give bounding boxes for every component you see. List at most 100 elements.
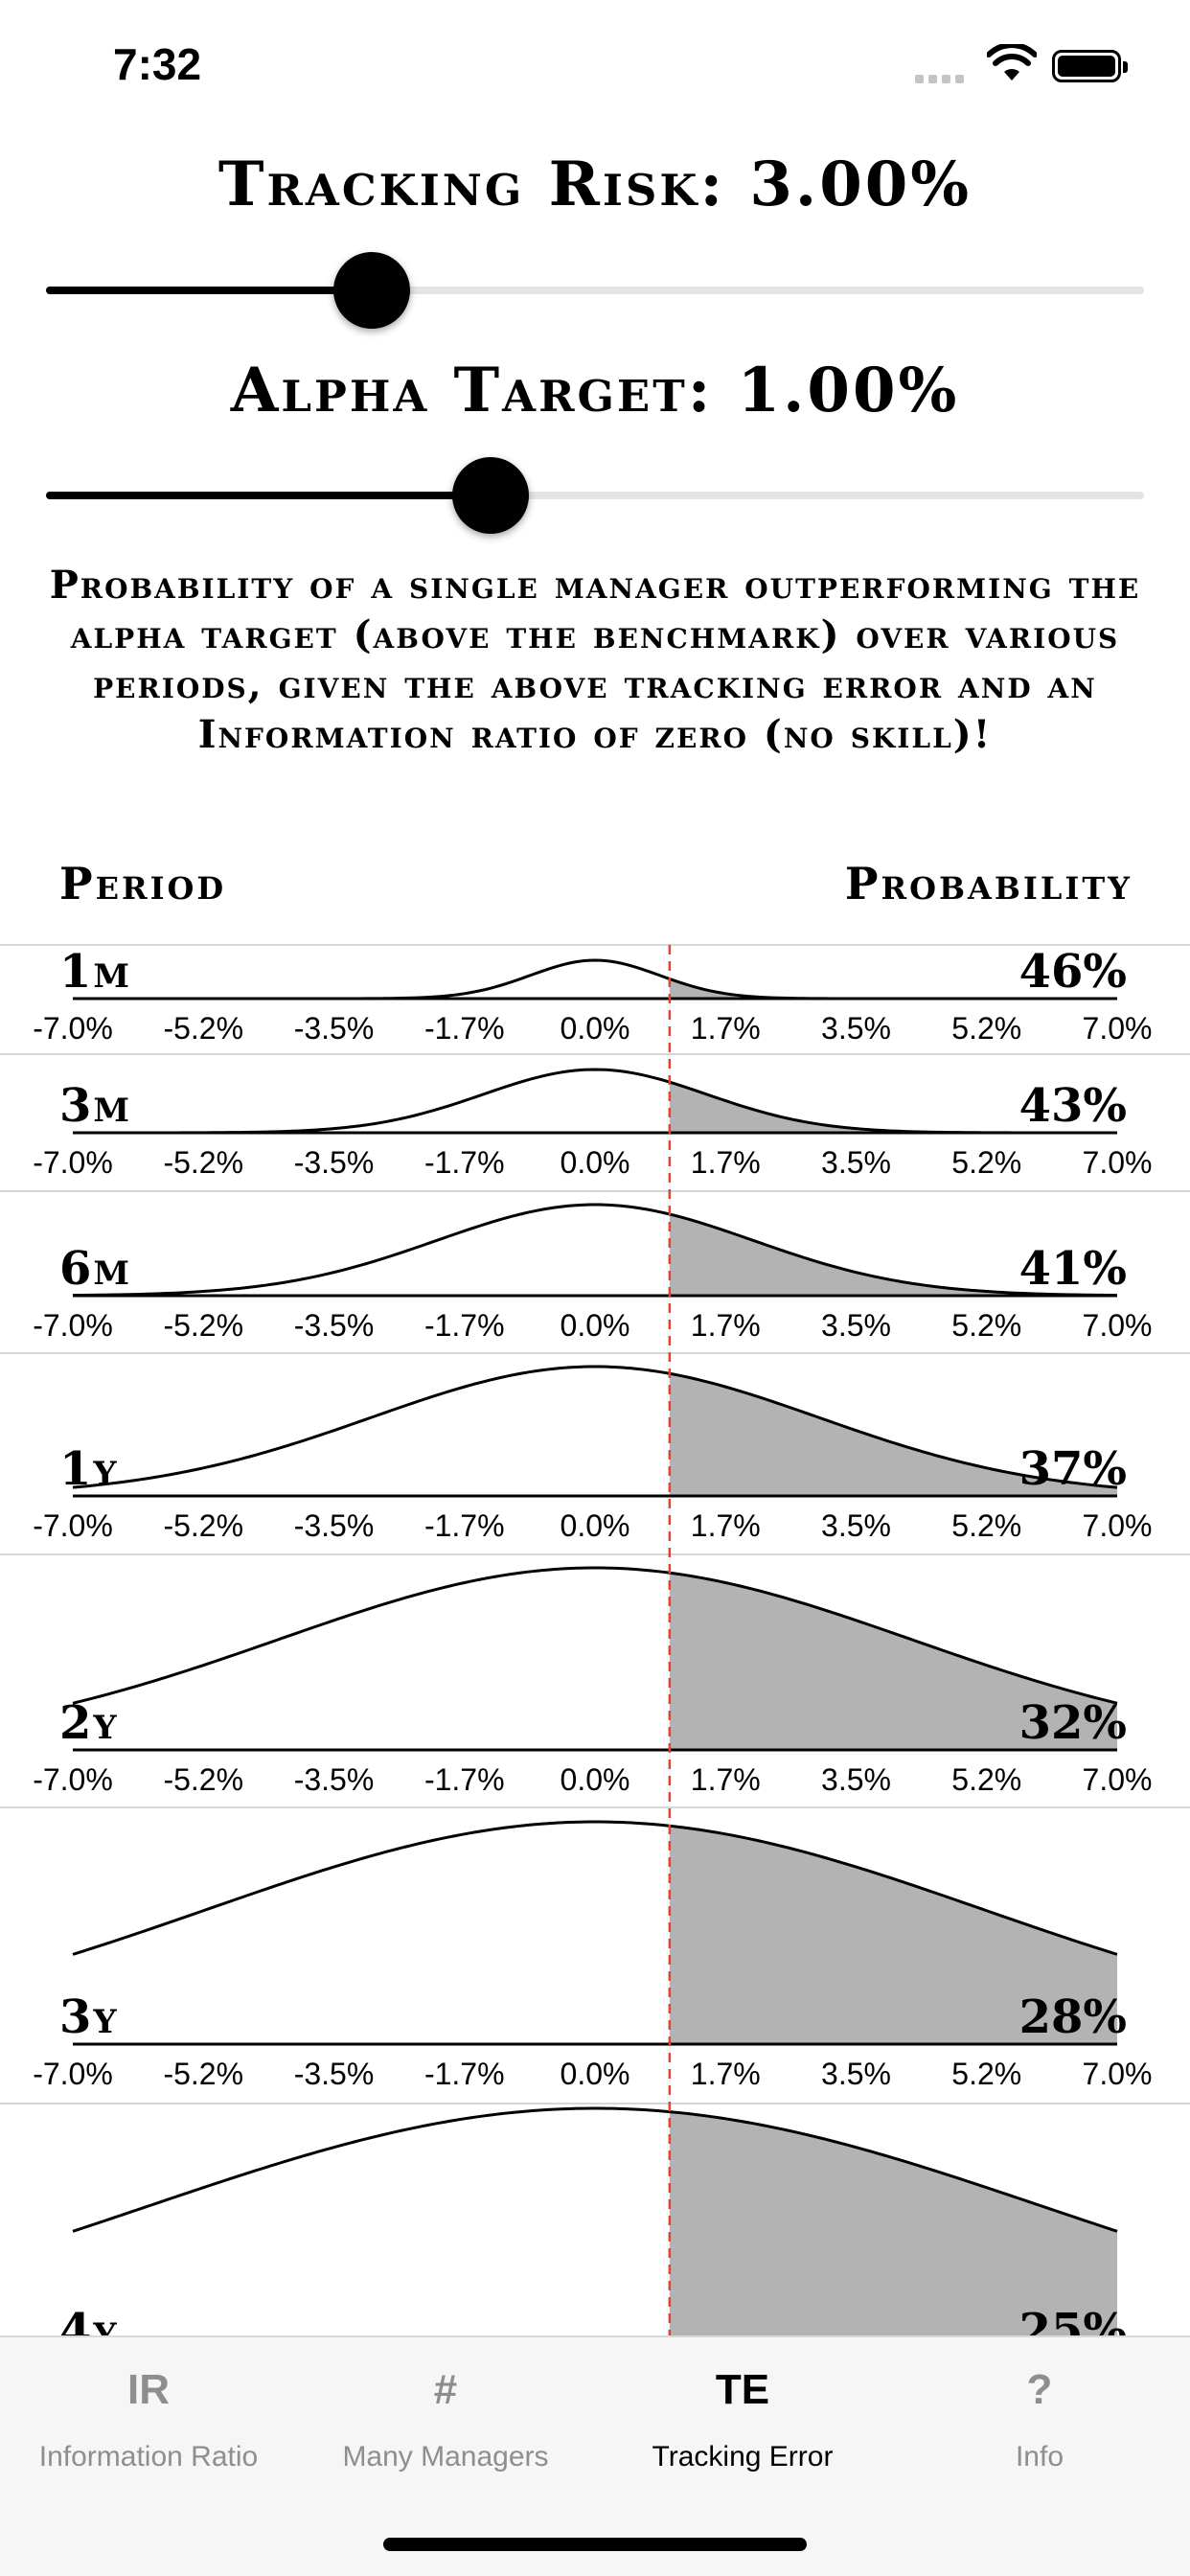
axis-tick-label: -1.7% (424, 1508, 505, 1543)
axis-tick-label: 0.0% (561, 2057, 630, 2091)
distribution-row: 4y 25% (0, 2103, 1190, 2359)
question-icon: ? (1026, 2366, 1053, 2413)
tab-label: Many Managers (342, 2441, 549, 2472)
probability-area (669, 1826, 1117, 2044)
distribution-row: -7.0% -5.2% -3.5% -1.7% 0.0% 1.7% 3.5% 5.2% 7.0%… (0, 1806, 1190, 2091)
period-label: 1y (59, 1442, 119, 1496)
probability-area (669, 1373, 1117, 1496)
axis-tick-label: 0.0% (561, 1762, 630, 1797)
axis-tick-label: 7.0% (1083, 1308, 1153, 1343)
hash-icon: # (433, 2366, 458, 2413)
axis-tick-label: 3.5% (821, 1762, 891, 1797)
alpha-target-slider[interactable] (46, 457, 1144, 534)
probability-area (669, 978, 1117, 999)
axis-tick-label: 7.0% (1083, 2057, 1153, 2091)
axis-tick-label: -1.7% (424, 1011, 505, 1046)
axis-tick-label: -7.0% (33, 1762, 113, 1797)
axis-tick-label: 0.0% (561, 1308, 630, 1343)
distribution-curve (72, 1820, 1118, 1956)
description-text: Probability of a single manager outperfo… (49, 563, 1141, 757)
axis-tick-label: -7.0% (33, 1508, 113, 1543)
axis-tick-label: 1.7% (691, 1308, 761, 1343)
tab-many-managers[interactable]: # Many Managers (297, 2337, 594, 2491)
axis-tick-label: 1.7% (691, 1145, 761, 1180)
axis-tick-label: -3.5% (294, 1762, 375, 1797)
period-label: 2y (59, 1696, 119, 1750)
axis-tick-label: 0.0% (561, 1508, 630, 1543)
status-time: 7:32 (113, 39, 202, 89)
distribution-row: -7.0% -5.2% -3.5% -1.7% 0.0% 1.7% 3.5% 5.2% 7.0%… (0, 1553, 1190, 1797)
axis-tick-label: -5.2% (163, 1011, 243, 1046)
axis-tick-label: 1.7% (691, 1762, 761, 1797)
axis-tick-label: -3.5% (294, 1145, 375, 1180)
probability-area (669, 1573, 1117, 1750)
axis-tick-label: -5.2% (163, 1508, 243, 1543)
tracking-risk-slider[interactable] (46, 252, 1144, 329)
axis-tick-label: -7.0% (33, 1145, 113, 1180)
distribution-row: -7.0% -5.2% -3.5% -1.7% 0.0% 1.7% 3.5% 5.2% 7.0%… (0, 1352, 1190, 1543)
slider-filled-track (46, 492, 492, 499)
axis-tick-label: -5.2% (163, 2057, 243, 2091)
slider-filled-track (46, 287, 373, 294)
axis-tick-label: -7.0% (33, 1308, 113, 1343)
axis-tick-label: -3.5% (294, 1308, 375, 1343)
axis-tick-label: 3.5% (821, 1308, 891, 1343)
slider-track (46, 287, 1144, 294)
probability-value: 46% (1019, 945, 1127, 999)
period-column-header: Period (59, 858, 227, 909)
probability-value: 37% (1019, 1442, 1127, 1496)
tab-label: Information Ratio (38, 2441, 259, 2472)
period-label: 3y (59, 1990, 119, 2044)
wifi-icon (987, 44, 1037, 80)
te-icon: TE (715, 2366, 770, 2413)
axis-tick-label: 0.0% (561, 1011, 630, 1046)
tab-tracking-error[interactable]: TE Tracking Error (594, 2337, 891, 2491)
status-bar: 7:32 (0, 0, 1190, 134)
slider-track (46, 492, 1144, 499)
tab-information-ratio[interactable]: IR Information Ratio (0, 2337, 297, 2491)
probability-column-header: Probability (844, 858, 1133, 909)
axis-tick-label: -5.2% (163, 1145, 243, 1180)
axis-tick-label: 5.2% (951, 1308, 1021, 1343)
axis-tick-label: -7.0% (33, 2057, 113, 2091)
tab-bar: IR Information Ratio # Many Managers TE … (0, 2335, 1190, 2576)
distribution-curve (73, 958, 1117, 1000)
axis-tick-label: -5.2% (163, 1762, 243, 1797)
axis-tick-label: 1.7% (691, 1508, 761, 1543)
axis-tick-label: 3.5% (821, 1145, 891, 1180)
distribution-row: -7.0% -5.2% -3.5% -1.7% 0.0% 1.7% 3.5% 5.2% 7.0%… (0, 1190, 1190, 1343)
probability-value: 28% (1019, 1990, 1127, 2044)
axis-tick-label: 5.2% (951, 2057, 1021, 2091)
home-indicator (383, 2538, 807, 2551)
period-label: 6m (59, 1242, 131, 1296)
distribution-row: -7.0% -5.2% -3.5% -1.7% 0.0% 1.7% 3.5% 5.2% 7.0%… (0, 1053, 1190, 1180)
axis-tick-label: 7.0% (1083, 1762, 1153, 1797)
period-label: 3m (59, 1079, 131, 1133)
distribution-curve (72, 1203, 1118, 1298)
distribution-curve (72, 2106, 1118, 2233)
axis-tick-label: 1.7% (691, 1011, 761, 1046)
axis-tick-label: -7.0% (33, 1011, 113, 1046)
axis-tick-label: 7.0% (1083, 1508, 1153, 1543)
slider-thumb[interactable] (452, 457, 530, 534)
tab-info[interactable]: ? Info (891, 2337, 1188, 2491)
axis-tick-label: -1.7% (424, 1145, 505, 1180)
tab-label: Tracking Error (652, 2441, 834, 2472)
axis-tick-label: -5.2% (163, 1308, 243, 1343)
axis-tick-label: 3.5% (821, 1011, 891, 1046)
axis-tick-label: 7.0% (1083, 1011, 1153, 1046)
slider-thumb[interactable] (333, 252, 411, 329)
distribution-curve (72, 1365, 1118, 1489)
probability-area (669, 1082, 1117, 1133)
distribution-curve (72, 1068, 1118, 1135)
axis-tick-label: 0.0% (561, 1145, 630, 1180)
axis-tick-label: 5.2% (951, 1011, 1021, 1046)
probability-value: 41% (1019, 1242, 1127, 1296)
ir-icon: IR (127, 2366, 170, 2413)
probability-area (669, 2111, 1117, 2358)
axis-tick-label: -3.5% (294, 2057, 375, 2091)
axis-tick-label: 5.2% (951, 1762, 1021, 1797)
axis-tick-label: 3.5% (821, 1508, 891, 1543)
axis-tick-label: 5.2% (951, 1145, 1021, 1180)
